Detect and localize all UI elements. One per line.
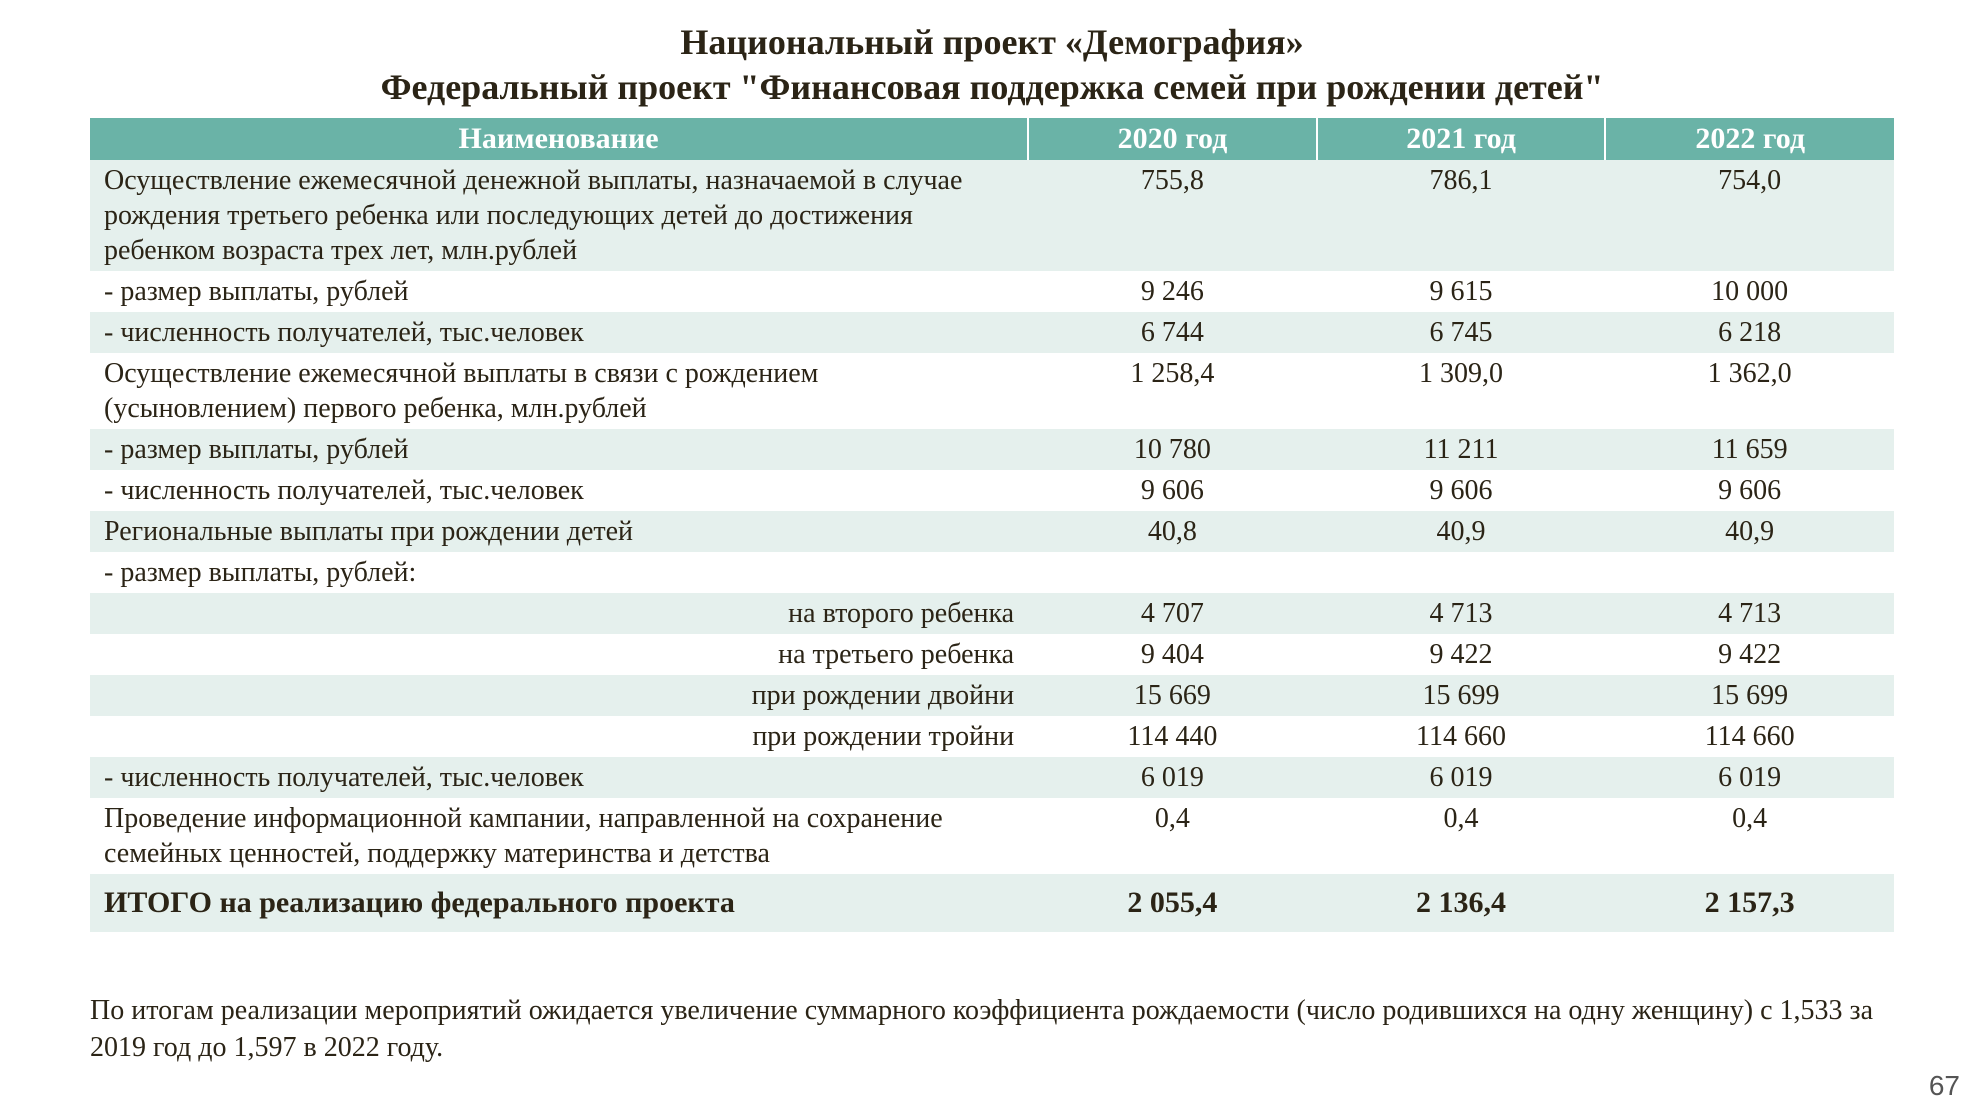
row-label: - численность получателей, тыс.человек xyxy=(90,757,1028,798)
page-number: 67 xyxy=(1929,1070,1960,1102)
footnote-text: По итогам реализации мероприятий ожидает… xyxy=(90,992,1894,1068)
col-2022: 2022 год xyxy=(1605,118,1894,160)
row-value: 4 713 xyxy=(1317,593,1606,634)
row-value: 6 745 xyxy=(1317,312,1606,353)
row-value: 15 699 xyxy=(1605,675,1894,716)
col-2020: 2020 год xyxy=(1028,118,1317,160)
row-value: 6 019 xyxy=(1605,757,1894,798)
row-value: 9 606 xyxy=(1028,470,1317,511)
row-value: 754,0 xyxy=(1605,160,1894,271)
row-value xyxy=(1605,552,1894,593)
table-row: Осуществление ежемесячной денежной выпла… xyxy=(90,160,1894,271)
row-label: Региональные выплаты при рождении детей xyxy=(90,511,1028,552)
row-value: 114 660 xyxy=(1317,716,1606,757)
title-line-2: Федеральный проект "Финансовая поддержка… xyxy=(90,65,1894,110)
row-value: 6 744 xyxy=(1028,312,1317,353)
table-row: Осуществление ежемесячной выплаты в связ… xyxy=(90,353,1894,429)
total-value: 2 055,4 xyxy=(1028,874,1317,932)
table-row: на третьего ребенка9 4049 4229 422 xyxy=(90,634,1894,675)
row-value: 40,8 xyxy=(1028,511,1317,552)
row-value: 9 606 xyxy=(1317,470,1606,511)
row-value: 9 606 xyxy=(1605,470,1894,511)
table-row: Проведение информационной кампании, напр… xyxy=(90,798,1894,874)
row-label: на второго ребенка xyxy=(90,593,1028,634)
title-line-1: Национальный проект «Демография» xyxy=(90,20,1894,65)
row-value: 11 211 xyxy=(1317,429,1606,470)
data-table: Наименование 2020 год 2021 год 2022 год … xyxy=(90,118,1894,932)
row-value: 9 404 xyxy=(1028,634,1317,675)
row-label: Осуществление ежемесячной выплаты в связ… xyxy=(90,353,1028,429)
total-value: 2 157,3 xyxy=(1605,874,1894,932)
col-2021: 2021 год xyxy=(1317,118,1606,160)
table-row: при рождении двойни15 66915 69915 699 xyxy=(90,675,1894,716)
row-value: 6 019 xyxy=(1028,757,1317,798)
row-label: Осуществление ежемесячной денежной выпла… xyxy=(90,160,1028,271)
row-label: Проведение информационной кампании, напр… xyxy=(90,798,1028,874)
row-value: 4 713 xyxy=(1605,593,1894,634)
table-row: - размер выплаты, рублей10 78011 21111 6… xyxy=(90,429,1894,470)
row-value: 11 659 xyxy=(1605,429,1894,470)
row-value: 6 019 xyxy=(1317,757,1606,798)
row-value: 15 699 xyxy=(1317,675,1606,716)
row-label: - размер выплаты, рублей xyxy=(90,429,1028,470)
row-value: 0,4 xyxy=(1317,798,1606,874)
row-value: 114 440 xyxy=(1028,716,1317,757)
row-value: 1 258,4 xyxy=(1028,353,1317,429)
row-value: 10 780 xyxy=(1028,429,1317,470)
row-label: - размер выплаты, рублей: xyxy=(90,552,1028,593)
row-value: 9 422 xyxy=(1317,634,1606,675)
row-label: на третьего ребенка xyxy=(90,634,1028,675)
table-row: на второго ребенка4 7074 7134 713 xyxy=(90,593,1894,634)
total-value: 2 136,4 xyxy=(1317,874,1606,932)
row-value xyxy=(1317,552,1606,593)
table-row: - численность получателей, тыс.человек9 … xyxy=(90,470,1894,511)
row-value: 40,9 xyxy=(1317,511,1606,552)
row-label: - численность получателей, тыс.человек xyxy=(90,470,1028,511)
row-value: 1 362,0 xyxy=(1605,353,1894,429)
row-value: 786,1 xyxy=(1317,160,1606,271)
table-row: - размер выплаты, рублей9 2469 61510 000 xyxy=(90,271,1894,312)
row-label: - размер выплаты, рублей xyxy=(90,271,1028,312)
row-value: 10 000 xyxy=(1605,271,1894,312)
total-label: ИТОГО на реализацию федерального проекта xyxy=(90,874,1028,932)
row-value: 9 422 xyxy=(1605,634,1894,675)
row-value: 0,4 xyxy=(1028,798,1317,874)
row-value: 755,8 xyxy=(1028,160,1317,271)
row-value: 40,9 xyxy=(1605,511,1894,552)
table-row: Региональные выплаты при рождении детей4… xyxy=(90,511,1894,552)
table-row: - численность получателей, тыс.человек6 … xyxy=(90,757,1894,798)
table-row: - численность получателей, тыс.человек6 … xyxy=(90,312,1894,353)
row-label: при рождении двойни xyxy=(90,675,1028,716)
row-value: 9 615 xyxy=(1317,271,1606,312)
row-value: 9 246 xyxy=(1028,271,1317,312)
row-value: 6 218 xyxy=(1605,312,1894,353)
row-value xyxy=(1028,552,1317,593)
row-value: 15 669 xyxy=(1028,675,1317,716)
row-value: 0,4 xyxy=(1605,798,1894,874)
row-label: - численность получателей, тыс.человек xyxy=(90,312,1028,353)
row-value: 114 660 xyxy=(1605,716,1894,757)
col-name: Наименование xyxy=(90,118,1028,160)
slide: Национальный проект «Демография» Федерал… xyxy=(0,0,1984,1116)
row-value: 1 309,0 xyxy=(1317,353,1606,429)
row-value: 4 707 xyxy=(1028,593,1317,634)
table-row: при рождении тройни114 440114 660114 660 xyxy=(90,716,1894,757)
table-header-row: Наименование 2020 год 2021 год 2022 год xyxy=(90,118,1894,160)
row-label: при рождении тройни xyxy=(90,716,1028,757)
table-row: - размер выплаты, рублей: xyxy=(90,552,1894,593)
table-total-row: ИТОГО на реализацию федерального проекта… xyxy=(90,874,1894,932)
